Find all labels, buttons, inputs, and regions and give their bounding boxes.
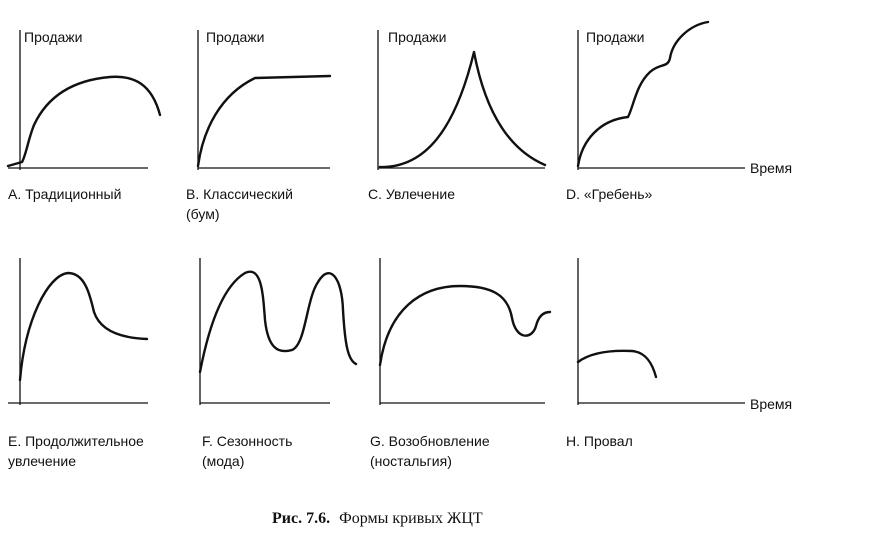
- panel-g-caption-1: G. Возобновление: [370, 433, 490, 449]
- panel-h-curve: [576, 349, 658, 379]
- panel-e-curve: [18, 271, 149, 382]
- panel-e-caption-2: увлечение: [8, 453, 76, 469]
- panel-b-curve: [196, 74, 332, 168]
- panel-a: Продажи А. Традиционный: [6, 29, 162, 202]
- panel-g-caption-2: (ностальгия): [370, 453, 452, 469]
- panel-b-caption-2: (бум): [186, 206, 220, 222]
- figure-caption-text: Формы кривых ЖЦТ: [339, 510, 483, 527]
- panel-d: Продажи Время D. «Гребень»: [566, 20, 792, 202]
- panel-f-caption-1: F. Сезонность: [202, 433, 292, 449]
- panel-f-caption-2: (мода): [202, 453, 244, 469]
- panel-c-caption: С. Увлечение: [368, 186, 455, 202]
- panel-g: G. Возобновление (ностальгия): [370, 258, 552, 469]
- panel-f: F. Сезонность (мода): [198, 258, 358, 469]
- panel-d-curve: [576, 20, 710, 168]
- figure-caption: Рис. 7.6. Формы кривых ЖЦТ: [272, 510, 483, 527]
- panel-h: Время Н. Провал: [566, 258, 792, 449]
- panel-b-caption-1: В. Классический: [186, 186, 293, 202]
- panel-a-caption: А. Традиционный: [8, 186, 121, 202]
- panel-b: Продажи В. Классический (бум): [186, 29, 332, 222]
- panel-a-y-label: Продажи: [24, 29, 82, 45]
- panel-a-curve: [6, 75, 162, 168]
- panel-g-curve: [378, 284, 552, 367]
- panel-d-x-label: Время: [750, 160, 792, 176]
- panel-h-x-label: Время: [750, 396, 792, 412]
- panel-c-curve: [378, 50, 547, 169]
- panel-c-y-label: Продажи: [388, 29, 446, 45]
- figure-caption-number: Рис. 7.6.: [272, 510, 330, 527]
- panel-d-y-label: Продажи: [586, 29, 644, 45]
- panel-f-curve: [198, 270, 358, 374]
- panel-h-caption: Н. Провал: [566, 433, 633, 449]
- panel-b-y-label: Продажи: [206, 29, 264, 45]
- panel-c: Продажи С. Увлечение: [368, 29, 547, 202]
- panel-e-caption-1: Е. Продолжительное: [8, 433, 144, 449]
- panel-d-caption: D. «Гребень»: [566, 186, 653, 202]
- panel-e: Е. Продолжительное увлечение: [8, 258, 149, 469]
